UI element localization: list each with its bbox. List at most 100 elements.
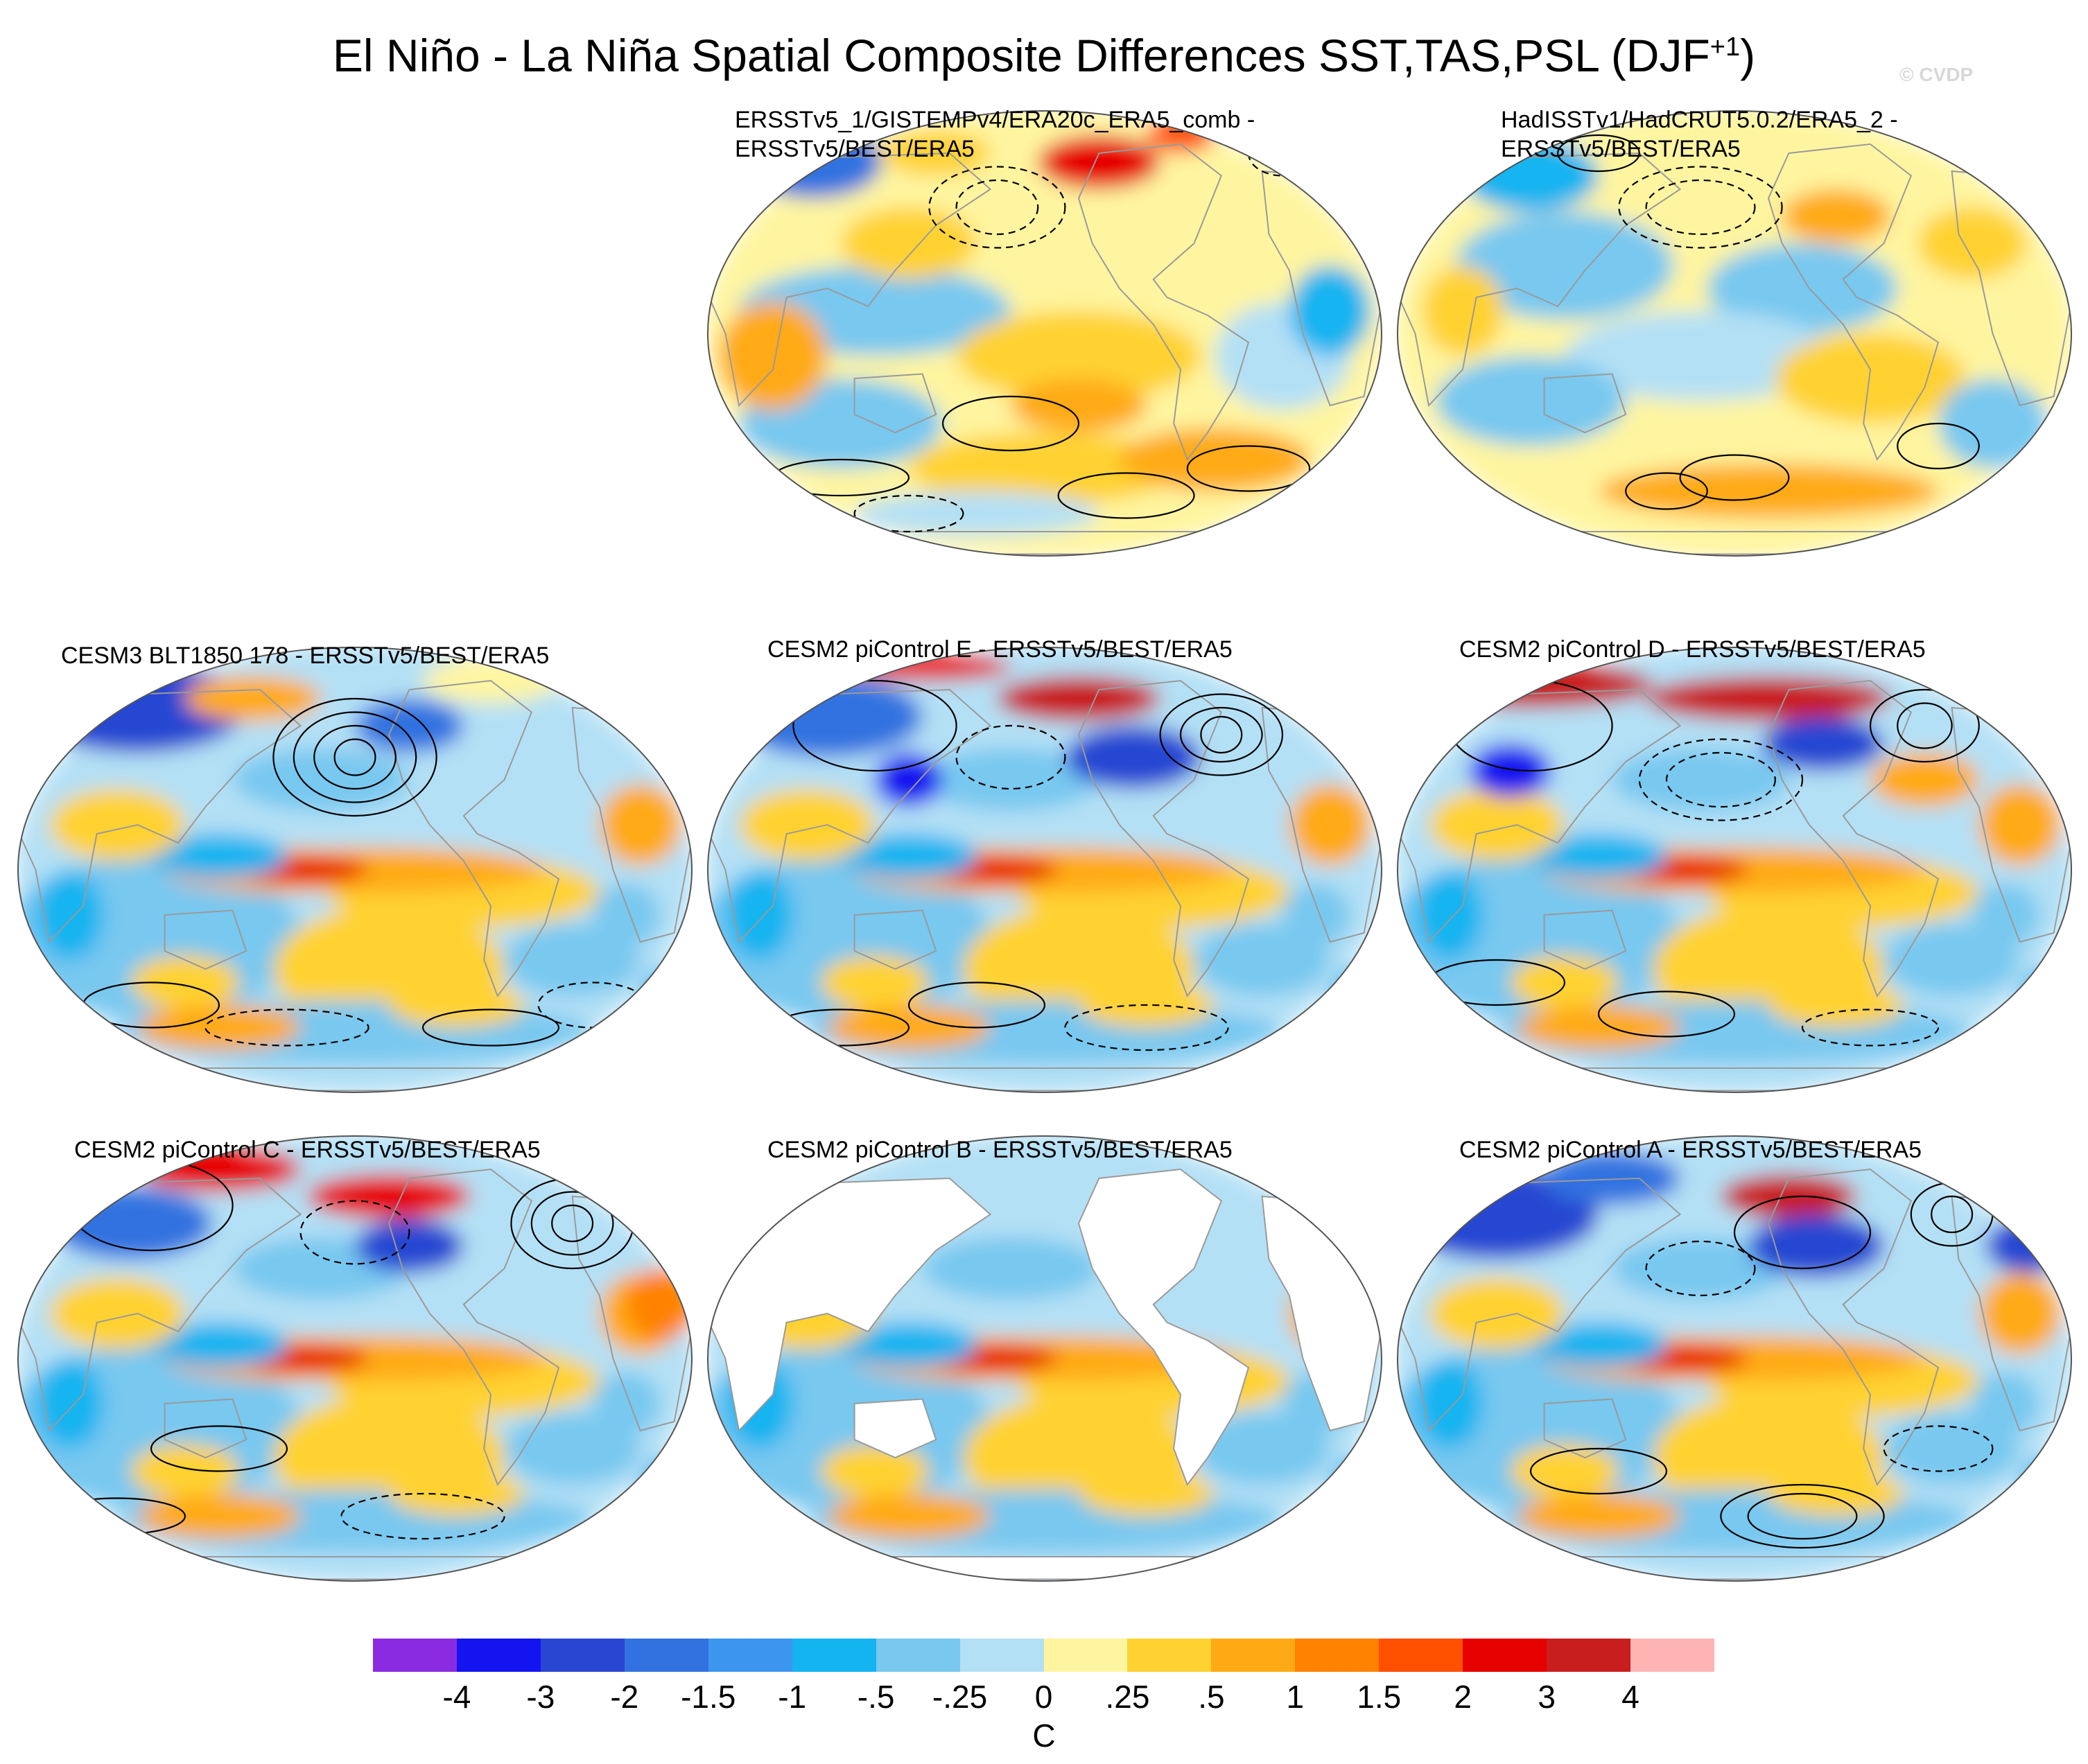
anomaly-blob bbox=[137, 1005, 301, 1050]
anomaly-blob bbox=[1038, 1377, 1052, 1386]
psl-contour-positive bbox=[941, 395, 1080, 452]
coastline-australia bbox=[853, 373, 937, 434]
anomaly-field bbox=[1398, 1136, 2071, 1581]
anomaly-blob bbox=[739, 789, 875, 861]
anomaly-blob bbox=[922, 748, 1099, 812]
colorbar-tick-label: -2 bbox=[610, 1679, 639, 1715]
psl-contour-positive bbox=[1869, 688, 1980, 763]
anomaly-blob bbox=[1531, 1322, 1667, 1368]
anomaly-blob bbox=[1510, 1444, 1619, 1499]
coastline-eurasia_africa bbox=[18, 1177, 302, 1433]
anomaly-blob bbox=[909, 433, 1181, 505]
coastline-americas bbox=[1077, 1168, 1250, 1487]
colorbar-tick-label: 0 bbox=[1034, 1679, 1053, 1715]
psl-contour-negative bbox=[853, 494, 964, 533]
map-cesm2c bbox=[17, 1135, 693, 1582]
colorbar-swatch bbox=[708, 1639, 792, 1672]
colorbar-units: C bbox=[1032, 1718, 1056, 1754]
anomaly-blob bbox=[389, 1471, 525, 1517]
anomaly-blob bbox=[1605, 135, 1796, 189]
psl-contour-positive bbox=[551, 1204, 594, 1243]
psl-contour-positive bbox=[1897, 422, 1980, 470]
coastline-antarctica bbox=[827, 1556, 1262, 1580]
coastline-americas bbox=[1767, 143, 1940, 462]
anomaly-blob bbox=[854, 491, 1099, 536]
colorbar-tick-label: -4 bbox=[442, 1679, 471, 1715]
colorbar-tick-label: 1 bbox=[1286, 1679, 1305, 1715]
anomaly-blob bbox=[355, 699, 464, 753]
colorbar-tick-label: 2 bbox=[1454, 1679, 1472, 1715]
panel-title-line: CESM2 piControl A - ERSSTv5/BEST/ERA5 bbox=[1459, 1137, 1922, 1163]
map-border bbox=[17, 1135, 693, 1582]
psl-contour-negative bbox=[955, 179, 1039, 236]
anomaly-blob bbox=[827, 1494, 991, 1539]
psl-contour-negative bbox=[1665, 751, 1776, 808]
colorbar-tick-label: .5 bbox=[1198, 1679, 1225, 1715]
colorbar-tick-label: -1.5 bbox=[681, 1679, 736, 1715]
anomaly-blob bbox=[1065, 726, 1201, 789]
anomaly-blob bbox=[1079, 1471, 1215, 1517]
anomaly-field bbox=[708, 111, 1382, 556]
colorbar-swatch bbox=[373, 1639, 457, 1672]
anomaly-blob bbox=[151, 834, 287, 879]
psl-contour-negative bbox=[1883, 1425, 1994, 1472]
psl-contour-negative bbox=[1801, 1008, 1940, 1047]
map-cesm2d bbox=[1397, 647, 2072, 1093]
panel-title-line: CESM2 piControl B - ERSSTv5/BEST/ERA5 bbox=[767, 1137, 1233, 1163]
psl-contour-positive bbox=[1720, 1483, 1885, 1549]
colorbar-swatch bbox=[876, 1639, 960, 1672]
colorbar-swatch bbox=[1127, 1639, 1212, 1672]
anomaly-blob bbox=[137, 1494, 301, 1539]
anomaly-blob bbox=[1435, 356, 1626, 446]
colorbar-tick-label: -.5 bbox=[857, 1679, 895, 1715]
psl-contour-positive bbox=[1625, 472, 1708, 510]
colorbar-swatch bbox=[1043, 1639, 1128, 1672]
psl-contour-positive bbox=[1186, 445, 1311, 492]
anomaly-blob bbox=[732, 676, 923, 758]
psl-contour-positive bbox=[333, 738, 376, 776]
anomaly-blob bbox=[504, 1413, 641, 1485]
panel-title-cesm2b: CESM2 piControl B - ERSSTv5/BEST/ERA5 bbox=[767, 1135, 1233, 1164]
coastline-americas bbox=[1767, 679, 1940, 998]
anomaly-blob bbox=[1985, 1219, 2068, 1273]
anomaly-blob bbox=[1119, 428, 1310, 491]
anomaly-blob bbox=[1883, 1413, 2020, 1485]
colorbar-swatch bbox=[1630, 1639, 1714, 1672]
anomaly-blob bbox=[1422, 265, 1504, 356]
colorbar-swatch bbox=[1211, 1639, 1296, 1672]
colorbar-tick-label: 1.5 bbox=[1357, 1679, 1402, 1715]
coastline-eurasia_africa bbox=[18, 688, 302, 944]
anomaly-blob bbox=[1469, 744, 1551, 798]
anomaly-blob bbox=[1870, 753, 1979, 807]
psl-contour-positive bbox=[1179, 706, 1263, 763]
colorbar-swatch bbox=[456, 1639, 541, 1672]
psl-contour-negative bbox=[1064, 1004, 1229, 1051]
psl-contour-positive bbox=[1057, 472, 1195, 519]
anomaly-blob bbox=[389, 982, 525, 1028]
coastline-eurasia_africa bbox=[708, 152, 992, 408]
panel-title-line: CESM3 BLT1850 178 - ERSSTv5/BEST/ERA5 bbox=[61, 643, 550, 669]
psl-contour-positive bbox=[313, 724, 397, 790]
panel-title-cesm2a: CESM2 piControl A - ERSSTv5/BEST/ERA5 bbox=[1459, 1135, 1922, 1164]
psl-contour-negative bbox=[928, 166, 1066, 249]
psl-contour-positive bbox=[1597, 990, 1736, 1038]
colorbar-tick-label: 4 bbox=[1621, 1679, 1639, 1715]
anomaly-blob bbox=[1782, 189, 1891, 243]
psl-contour-negative bbox=[205, 1008, 369, 1047]
anomaly-blob bbox=[35, 870, 104, 960]
map-border bbox=[1397, 110, 2072, 557]
coastline-eurasia_africa bbox=[708, 688, 992, 944]
anomaly-blob bbox=[1565, 311, 1836, 401]
anomaly-blob bbox=[1768, 982, 1904, 1028]
anomaly-blob bbox=[1707, 243, 1898, 333]
coastline-australia bbox=[164, 909, 247, 970]
colorbar-tick-label: .25 bbox=[1105, 1679, 1150, 1715]
panel-title-line: HadISSTv1/HadCRUT5.0.2/ERA5_2 - bbox=[1501, 107, 1898, 133]
colorbar bbox=[373, 1639, 1714, 1672]
coastline-australia bbox=[1543, 909, 1627, 970]
coastline-americas bbox=[388, 679, 560, 998]
psl-contour-negative bbox=[1638, 738, 1804, 821]
map-border bbox=[1397, 1135, 2072, 1582]
anomaly-blob bbox=[185, 676, 321, 722]
psl-contour-positive bbox=[1897, 702, 1953, 749]
